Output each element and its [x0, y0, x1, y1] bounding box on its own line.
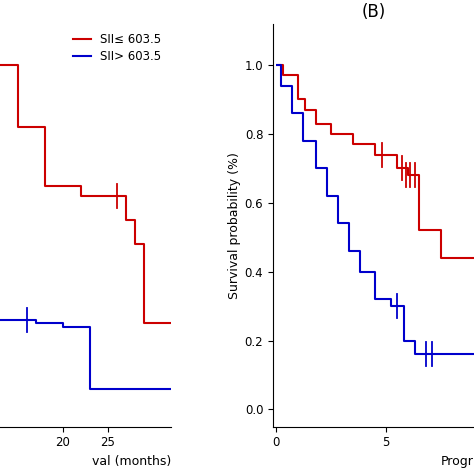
Y-axis label: Survival probability (%): Survival probability (%): [228, 152, 240, 299]
Legend: SII≤ 603.5, SII> 603.5: SII≤ 603.5, SII> 603.5: [70, 29, 165, 66]
Title: (B): (B): [361, 3, 386, 21]
X-axis label: Progr: Progr: [441, 455, 474, 468]
X-axis label: val (months): val (months): [91, 455, 171, 468]
